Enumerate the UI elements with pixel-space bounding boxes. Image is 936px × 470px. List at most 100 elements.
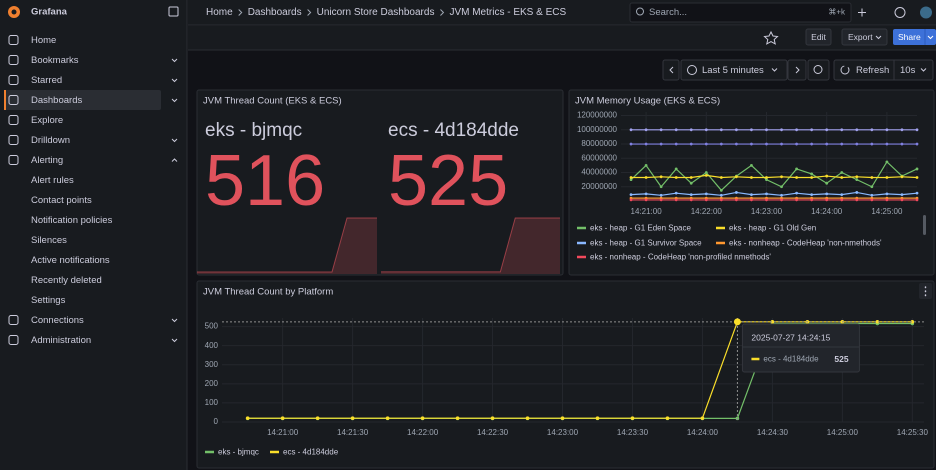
avatar[interactable] (920, 6, 932, 19)
legend-label[interactable]: eks - bjmqc (218, 448, 259, 457)
nav-subitem[interactable]: Alert rules (31, 175, 74, 186)
point (780, 198, 783, 202)
point (629, 176, 633, 179)
search-icon (636, 7, 644, 16)
search-box[interactable] (629, 2, 852, 23)
breadcrumb[interactable]: Home (206, 7, 233, 18)
point (915, 167, 919, 171)
point (855, 128, 859, 132)
point (525, 416, 530, 420)
logo-inner (11, 9, 17, 15)
chevron (171, 318, 178, 323)
refresh-button[interactable] (833, 59, 934, 81)
point (659, 198, 663, 202)
legend-label[interactable]: eks - nonheap - CodeHeap 'non-profiled n… (590, 253, 771, 262)
panel (568, 89, 935, 276)
point (915, 191, 919, 195)
point (644, 142, 648, 146)
breadcrumb[interactable]: Dashboards (248, 7, 302, 18)
nav-subitem[interactable]: Recently deleted (31, 275, 102, 286)
point (885, 198, 889, 202)
nav-active-bar (4, 90, 6, 110)
stat-name: eks - bjmqc (205, 120, 302, 141)
nav-subitem[interactable]: Settings (31, 295, 66, 306)
scrollbar[interactable] (923, 215, 926, 235)
point (750, 142, 753, 146)
nav-item[interactable]: Home (31, 35, 56, 46)
nav-item[interactable]: Alerting (31, 155, 63, 166)
legend-label[interactable]: eks - nonheap - CodeHeap 'non-nmethods' (729, 239, 882, 248)
zoom-out[interactable] (807, 59, 830, 81)
point (630, 416, 635, 420)
point (900, 198, 904, 202)
x-tick-label: 14:22:00 (407, 428, 439, 437)
point (885, 128, 889, 132)
point (840, 128, 844, 132)
nav-icon (8, 335, 19, 345)
edit-button[interactable] (805, 28, 832, 46)
chevron (171, 138, 178, 143)
point (780, 193, 783, 197)
dock-icon[interactable] (168, 6, 179, 17)
nav-subitem[interactable]: Contact points (31, 195, 92, 206)
nav-subitem[interactable]: Active notifications (31, 255, 110, 266)
point (900, 193, 904, 196)
point (750, 164, 753, 167)
legend-label[interactable]: ecs - 4d184dde (283, 448, 339, 457)
legend-label[interactable]: eks - heap - G1 Old Gen (729, 224, 816, 233)
point (644, 198, 648, 202)
point (885, 160, 889, 164)
point (840, 171, 844, 174)
nav-item[interactable]: Dashboards (31, 95, 82, 106)
point (885, 142, 889, 146)
point (795, 198, 798, 202)
tooltip (741, 323, 860, 373)
nav-item[interactable]: Connections (31, 315, 84, 326)
breadcrumb[interactable]: JVM Metrics - EKS & ECS (449, 7, 566, 18)
legend-label[interactable]: eks - heap - G1 Eden Space (590, 224, 692, 233)
x-tick-label: 14:24:00 (811, 207, 843, 216)
time-back[interactable] (662, 59, 680, 81)
point (629, 178, 633, 182)
nav-subitem[interactable]: Silences (31, 235, 67, 246)
refresh-label: Refresh (856, 65, 889, 76)
y-tick-label: 80000000 (581, 139, 617, 148)
point (644, 164, 648, 167)
point (875, 320, 880, 324)
point (659, 185, 663, 189)
nav-item[interactable]: Starred (31, 75, 62, 86)
time-forward[interactable] (787, 59, 807, 81)
point (765, 128, 768, 132)
x-tick-label: 14:24:30 (757, 428, 789, 437)
point (629, 193, 633, 196)
point (825, 181, 829, 185)
point (885, 176, 889, 179)
point (659, 128, 663, 132)
nav-icon (8, 315, 19, 325)
export-button[interactable] (841, 28, 888, 46)
tooltip-time: 2025-07-27 14:24:15 (751, 332, 830, 342)
point (734, 191, 738, 194)
nav-item[interactable]: Administration (31, 335, 91, 346)
help-icon[interactable] (894, 7, 906, 18)
nav-subitem[interactable]: Notification policies (31, 215, 113, 226)
point (855, 198, 859, 202)
x-tick-label: 14:22:30 (477, 428, 509, 437)
nav-item[interactable]: Drilldown (31, 135, 70, 146)
point (689, 142, 693, 146)
time-range-button[interactable] (680, 59, 788, 81)
star-icon[interactable] (763, 30, 779, 45)
nav-item[interactable]: Explore (31, 115, 63, 126)
panel (196, 280, 935, 469)
point (704, 198, 708, 202)
add-icon[interactable] (858, 8, 866, 17)
stat-value: 516 (205, 141, 325, 221)
point (719, 193, 723, 197)
nav-item[interactable]: Bookmarks (31, 55, 79, 66)
legend-label[interactable]: eks - heap - G1 Survivor Space (590, 239, 702, 248)
point (910, 320, 915, 324)
x-tick-label: 14:23:30 (617, 428, 649, 437)
series-line (630, 160, 918, 192)
point (665, 416, 670, 420)
breadcrumb[interactable]: Unicorn Store Dashboards (317, 7, 435, 18)
